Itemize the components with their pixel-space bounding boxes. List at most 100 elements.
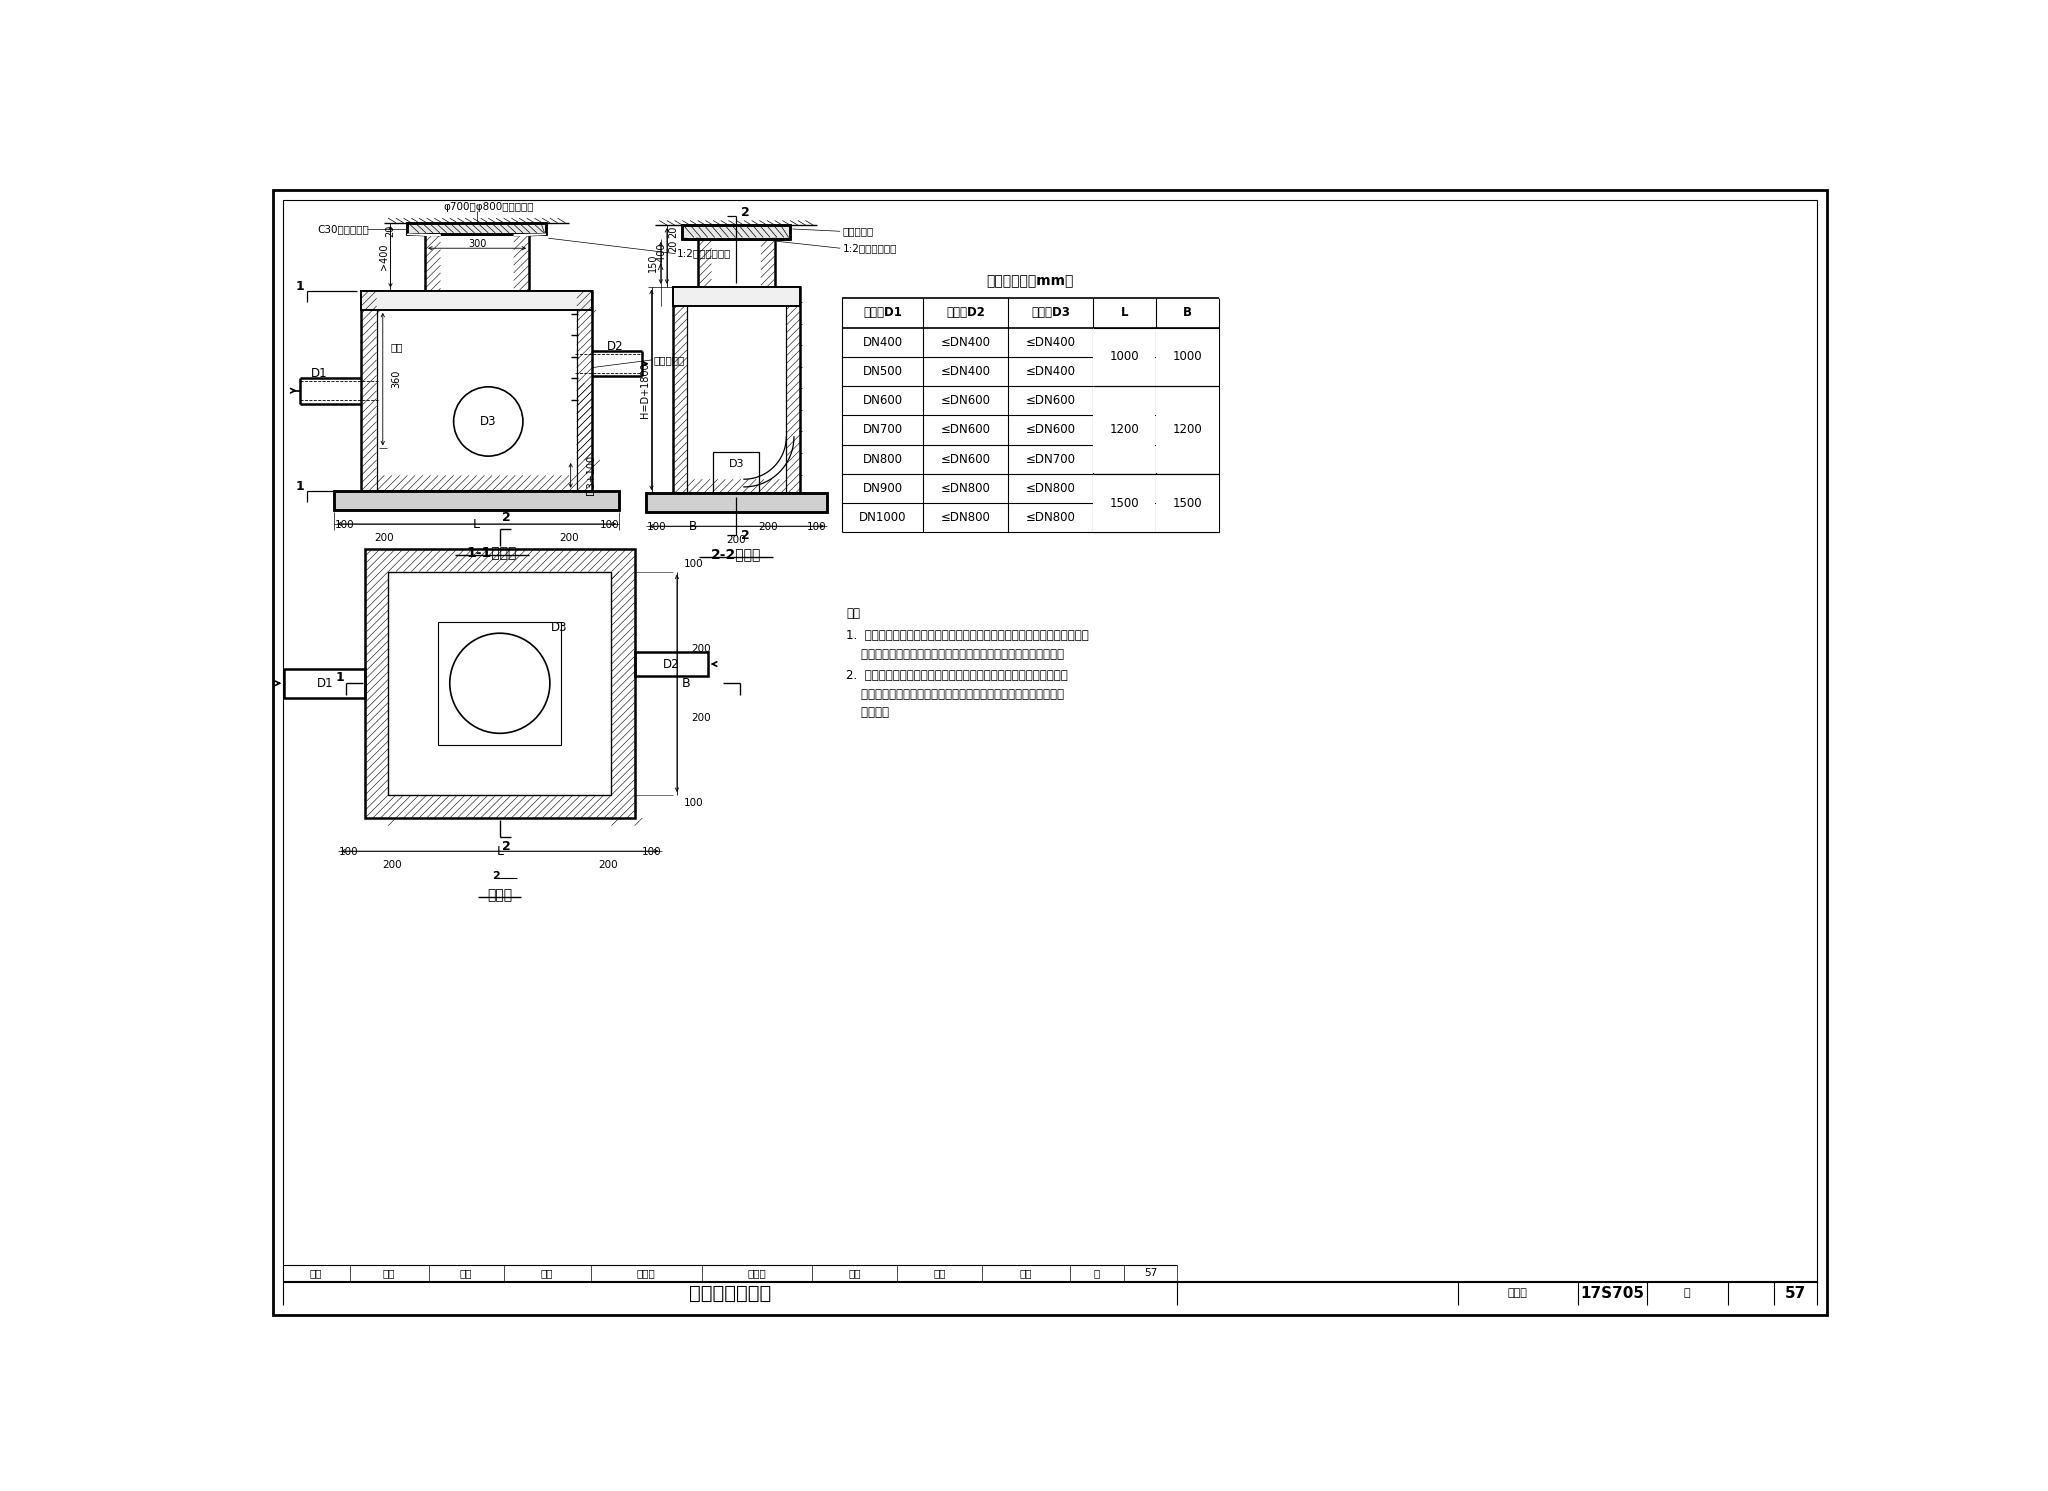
Text: 200: 200: [758, 522, 778, 532]
Text: 管外壁凿毛: 管外壁凿毛: [653, 355, 686, 365]
Bar: [408, 222, 547, 234]
Text: 57: 57: [1784, 1285, 1806, 1300]
Bar: [698, 239, 774, 286]
Text: 混凝土盖板: 混凝土盖板: [842, 227, 874, 236]
Text: 图集号: 图集号: [1507, 1288, 1528, 1299]
Text: 100: 100: [641, 847, 662, 857]
Bar: [360, 291, 592, 310]
Text: 100: 100: [684, 559, 705, 570]
Bar: [365, 549, 635, 819]
Text: 100: 100: [600, 520, 618, 529]
Text: 57: 57: [1145, 1267, 1157, 1278]
Bar: [408, 222, 547, 234]
Bar: [682, 225, 791, 239]
Text: ≤DN600: ≤DN600: [1026, 394, 1075, 407]
Text: 李建业: 李建业: [637, 1267, 655, 1278]
Text: D3: D3: [729, 459, 743, 468]
Bar: [645, 494, 827, 513]
Text: ≤DN600: ≤DN600: [940, 423, 991, 437]
Text: 100: 100: [647, 522, 666, 532]
Text: 审核: 审核: [309, 1267, 322, 1278]
Text: 排水管D2: 排水管D2: [946, 306, 985, 319]
Text: ≤DN600: ≤DN600: [940, 394, 991, 407]
Text: 1200: 1200: [1110, 423, 1139, 437]
Bar: [360, 291, 592, 310]
Text: 1000: 1000: [1174, 350, 1202, 364]
Bar: [377, 306, 578, 491]
Text: 2: 2: [502, 511, 510, 525]
Bar: [1094, 328, 1155, 386]
Text: 溢流堰式溢流井: 溢流堰式溢流井: [688, 1284, 772, 1303]
Bar: [713, 452, 760, 494]
Text: 页: 页: [1683, 1288, 1690, 1299]
Bar: [1157, 328, 1219, 386]
Bar: [674, 286, 801, 494]
Text: 200: 200: [598, 860, 616, 869]
Text: 1:2水泥砂浆座浆: 1:2水泥砂浆座浆: [678, 249, 731, 258]
Text: 总听: 总听: [459, 1267, 473, 1278]
Text: 进水管D1: 进水管D1: [862, 306, 901, 319]
Text: B: B: [688, 520, 696, 534]
Text: 2: 2: [502, 839, 510, 853]
Text: 平面图: 平面图: [487, 889, 512, 902]
Text: 100: 100: [684, 798, 705, 808]
Text: 100: 100: [807, 522, 827, 532]
Text: ≤DN400: ≤DN400: [940, 365, 991, 377]
Text: 制图: 制图: [1020, 1267, 1032, 1278]
Text: 300: 300: [467, 239, 485, 249]
Text: 设计: 设计: [848, 1267, 860, 1278]
Text: ≤DN400: ≤DN400: [940, 335, 991, 349]
Text: 200: 200: [375, 532, 393, 543]
Text: 2.  进水管径按照雨水流量计算，排水管管径按照市政允许容纳的雨水: 2. 进水管径按照雨水流量计算，排水管管径按照市政允许容纳的雨水: [846, 669, 1069, 681]
Text: 调蓄系统达到设计液位后，来水进入排水管，直接排至市政管线。: 调蓄系统达到设计液位后，来水进入排水管，直接排至市政管线。: [846, 647, 1065, 661]
Bar: [1157, 474, 1219, 532]
Text: ≤DN800: ≤DN800: [1026, 511, 1075, 525]
Text: B: B: [682, 677, 690, 690]
Text: 2-2剖面图: 2-2剖面图: [711, 547, 762, 562]
Text: 1500: 1500: [1110, 497, 1139, 510]
Text: 1-1剖面图: 1-1剖面图: [467, 546, 518, 559]
Text: 150: 150: [647, 253, 657, 271]
Text: 200: 200: [692, 713, 711, 723]
Text: L: L: [1120, 306, 1128, 319]
Text: 200: 200: [383, 860, 401, 869]
Text: ≤DN700: ≤DN700: [1026, 453, 1075, 465]
Bar: [1157, 386, 1219, 474]
Text: 1: 1: [295, 480, 305, 494]
Text: D3: D3: [551, 620, 567, 634]
Bar: [334, 491, 618, 510]
Text: 1500: 1500: [1174, 497, 1202, 510]
Text: D1: D1: [317, 677, 334, 690]
Bar: [674, 286, 801, 306]
Bar: [426, 234, 528, 291]
Text: ≤DN800: ≤DN800: [1026, 482, 1075, 495]
Text: >400: >400: [379, 243, 389, 270]
Text: 2: 2: [741, 206, 750, 219]
Text: DN700: DN700: [862, 423, 903, 437]
Text: D1: D1: [311, 367, 328, 380]
Text: DN500: DN500: [862, 365, 903, 377]
Text: ≤DN600: ≤DN600: [1026, 423, 1075, 437]
Text: 1200: 1200: [1174, 423, 1202, 437]
Text: L: L: [473, 519, 479, 531]
Text: D3: D3: [479, 414, 496, 428]
Bar: [674, 286, 801, 306]
Text: 赵斯: 赵斯: [383, 1267, 395, 1278]
Text: 20: 20: [385, 224, 395, 237]
Bar: [682, 225, 791, 239]
Text: 100: 100: [338, 847, 358, 857]
Text: DN400: DN400: [862, 335, 903, 349]
Text: 200: 200: [692, 644, 711, 653]
Text: 2: 2: [492, 871, 500, 881]
Bar: [1094, 474, 1155, 532]
Text: 都浩: 都浩: [934, 1267, 946, 1278]
Text: 200: 200: [727, 535, 745, 546]
Text: 20: 20: [668, 225, 678, 239]
Text: DN1000: DN1000: [858, 511, 907, 525]
Text: 注：: 注：: [846, 607, 860, 620]
Text: ≤DN800: ≤DN800: [940, 511, 991, 525]
Text: 李多动: 李多动: [748, 1267, 766, 1278]
Text: C30混凝土井圈: C30混凝土井圈: [317, 224, 369, 234]
Text: 踏步: 踏步: [391, 341, 403, 352]
Text: >400: >400: [655, 243, 666, 270]
